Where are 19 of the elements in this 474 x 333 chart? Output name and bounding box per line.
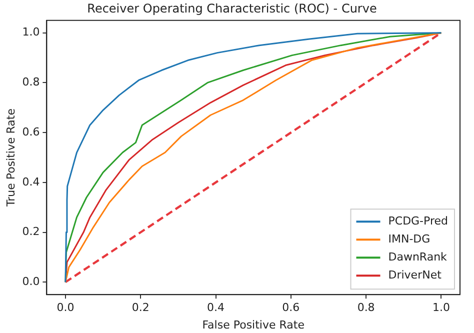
y-tick-label: 0.2 — [22, 225, 40, 238]
legend-label: DawnRank — [388, 250, 448, 264]
y-tick-label: 0.8 — [22, 76, 40, 89]
y-tick-label: 0.4 — [22, 175, 40, 188]
x-tick-label: 0.0 — [56, 301, 74, 314]
y-tick-label: 1.0 — [22, 26, 40, 39]
y-axis-title: True Positive Rate — [4, 108, 18, 208]
x-axis-title: False Positive Rate — [202, 318, 305, 332]
x-tick-label: 0.8 — [357, 301, 375, 314]
x-tick-label: 0.2 — [132, 301, 150, 314]
legend-label: PCDG-Pred — [388, 214, 448, 228]
legend-label: DriverNet — [388, 268, 442, 282]
x-tick-label: 1.0 — [432, 301, 450, 314]
x-tick-label: 0.6 — [282, 301, 300, 314]
y-tick-label: 0.6 — [22, 125, 40, 138]
chart-title: Receiver Operating Characteristic (ROC) - Curve — [87, 1, 377, 16]
y-tick-label: 0.0 — [22, 274, 40, 288]
x-tick-label: 0.4 — [207, 301, 225, 314]
legend-label: IMN-DG — [388, 232, 430, 246]
